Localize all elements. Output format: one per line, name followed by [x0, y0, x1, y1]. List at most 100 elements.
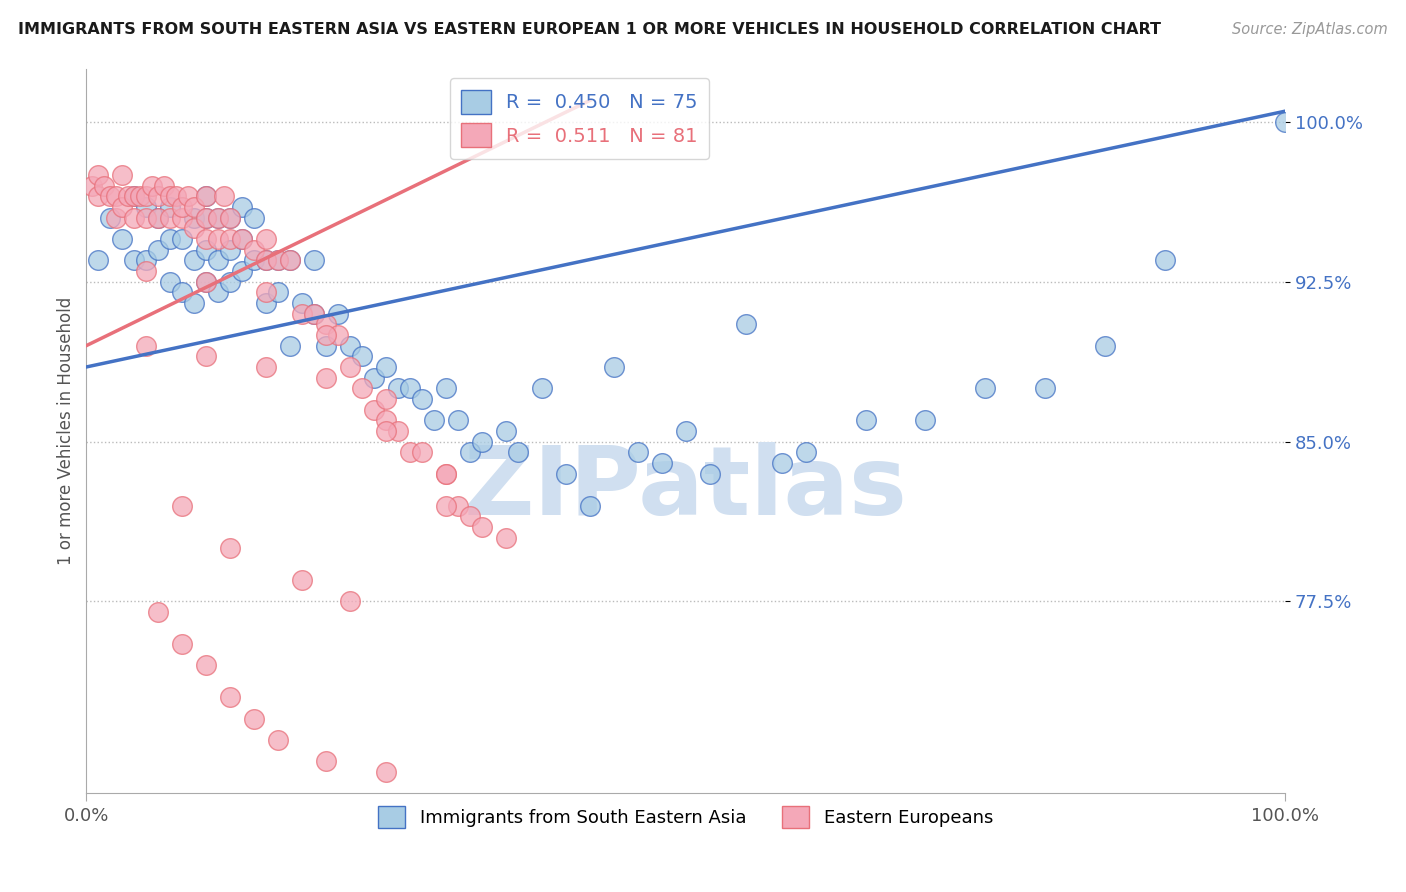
Point: [129, 189, 152, 203]
Point: [458, 509, 481, 524]
Point: [172, 211, 194, 225]
Point: [675, 424, 697, 438]
Point: [302, 253, 325, 268]
Point: [315, 755, 337, 769]
Point: [278, 253, 301, 268]
Point: [350, 381, 373, 395]
Point: [471, 434, 494, 449]
Point: [315, 370, 337, 384]
Point: [267, 253, 290, 268]
Point: [1035, 381, 1057, 395]
Point: [495, 424, 517, 438]
Point: [411, 445, 433, 459]
Point: [375, 765, 398, 780]
Point: [195, 275, 218, 289]
Point: [195, 211, 218, 225]
Point: [172, 285, 194, 300]
Point: [291, 296, 314, 310]
Point: [195, 232, 218, 246]
Point: [231, 232, 253, 246]
Point: [135, 200, 157, 214]
Point: [363, 402, 385, 417]
Point: [315, 318, 337, 332]
Point: [434, 467, 457, 481]
Point: [172, 200, 194, 214]
Point: [315, 328, 337, 343]
Point: [554, 467, 576, 481]
Point: [387, 381, 409, 395]
Point: [302, 307, 325, 321]
Point: [183, 253, 205, 268]
Point: [111, 168, 134, 182]
Point: [148, 211, 170, 225]
Point: [195, 189, 218, 203]
Text: IMMIGRANTS FROM SOUTH EASTERN ASIA VS EASTERN EUROPEAN 1 OR MORE VEHICLES IN HOU: IMMIGRANTS FROM SOUTH EASTERN ASIA VS EA…: [18, 22, 1161, 37]
Point: [159, 211, 181, 225]
Point: [195, 189, 218, 203]
Point: [315, 339, 337, 353]
Point: [82, 178, 104, 193]
Point: [159, 200, 181, 214]
Point: [219, 243, 242, 257]
Text: Source: ZipAtlas.com: Source: ZipAtlas.com: [1232, 22, 1388, 37]
Point: [219, 211, 242, 225]
Point: [207, 232, 229, 246]
Point: [254, 253, 277, 268]
Point: [254, 359, 277, 374]
Point: [111, 232, 134, 246]
Text: ZIPatlas: ZIPatlas: [464, 442, 908, 535]
Point: [148, 211, 170, 225]
Point: [195, 658, 218, 673]
Point: [98, 189, 121, 203]
Point: [339, 594, 361, 608]
Point: [122, 189, 145, 203]
Point: [219, 275, 242, 289]
Point: [278, 253, 301, 268]
Point: [195, 243, 218, 257]
Point: [195, 275, 218, 289]
Point: [339, 359, 361, 374]
Point: [141, 178, 163, 193]
Point: [148, 189, 170, 203]
Point: [87, 168, 110, 182]
Point: [578, 499, 600, 513]
Point: [243, 211, 266, 225]
Point: [98, 211, 121, 225]
Point: [1094, 339, 1116, 353]
Point: [375, 359, 398, 374]
Point: [495, 531, 517, 545]
Point: [231, 264, 253, 278]
Point: [195, 211, 218, 225]
Point: [350, 349, 373, 363]
Point: [1274, 115, 1296, 129]
Point: [122, 211, 145, 225]
Point: [135, 253, 157, 268]
Point: [172, 499, 194, 513]
Point: [243, 712, 266, 726]
Point: [254, 232, 277, 246]
Point: [447, 413, 470, 427]
Point: [651, 456, 673, 470]
Point: [302, 307, 325, 321]
Point: [339, 339, 361, 353]
Point: [627, 445, 650, 459]
Point: [278, 339, 301, 353]
Point: [267, 733, 290, 747]
Point: [172, 232, 194, 246]
Point: [159, 189, 181, 203]
Point: [267, 285, 290, 300]
Point: [530, 381, 553, 395]
Point: [794, 445, 817, 459]
Legend: Immigrants from South Eastern Asia, Eastern Europeans: Immigrants from South Eastern Asia, East…: [371, 798, 1001, 835]
Point: [105, 211, 128, 225]
Point: [387, 424, 409, 438]
Point: [135, 211, 157, 225]
Point: [254, 285, 277, 300]
Point: [135, 339, 157, 353]
Point: [135, 189, 157, 203]
Point: [375, 424, 398, 438]
Point: [458, 445, 481, 459]
Point: [914, 413, 936, 427]
Point: [855, 413, 877, 427]
Point: [375, 413, 398, 427]
